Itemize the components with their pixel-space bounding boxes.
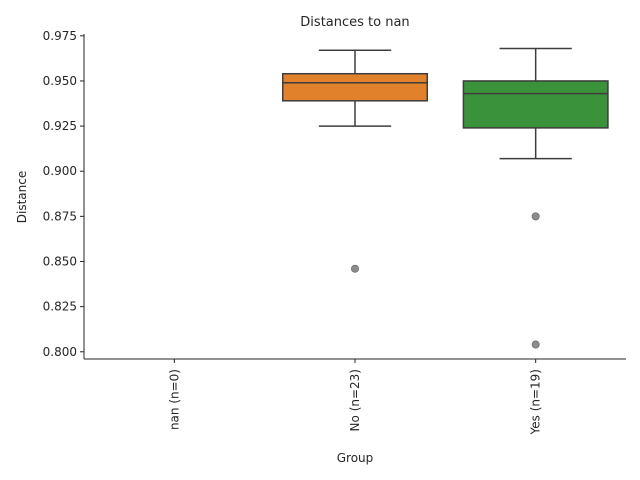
x-tick-label: Yes (n=19) (529, 369, 543, 435)
box-group (462, 47, 609, 349)
y-tick-label: 0.950 (43, 74, 77, 88)
plot-area (281, 47, 609, 349)
iqr-box (281, 72, 429, 102)
y-tick-label: 0.900 (43, 164, 77, 178)
y-ticks: 0.800 0.825 0.850 0.875 0.900 0.925 0.950 0.975 (43, 29, 84, 359)
outlier-point (531, 212, 540, 221)
y-axis-label: Distance (15, 171, 29, 223)
y-tick-label: 0.925 (43, 119, 77, 133)
y-tick-label: 0.875 (43, 209, 77, 223)
y-tick-label: 0.800 (43, 345, 77, 359)
y-tick-label: 0.825 (43, 300, 77, 314)
x-tick-label: No (n=23) (348, 369, 362, 431)
outlier-point (350, 264, 359, 273)
outlier-point (531, 340, 540, 349)
chart-title: Distances to nan (300, 15, 409, 30)
box-group (281, 49, 429, 273)
x-tick-label: nan (n=0) (167, 369, 181, 430)
x-ticks: nan (n=0) No (n=23) Yes (n=19) (167, 359, 543, 435)
x-axis-label: Group (337, 451, 374, 465)
iqr-box (462, 80, 609, 129)
y-tick-label: 0.850 (43, 255, 77, 269)
y-tick-label: 0.975 (43, 29, 77, 43)
